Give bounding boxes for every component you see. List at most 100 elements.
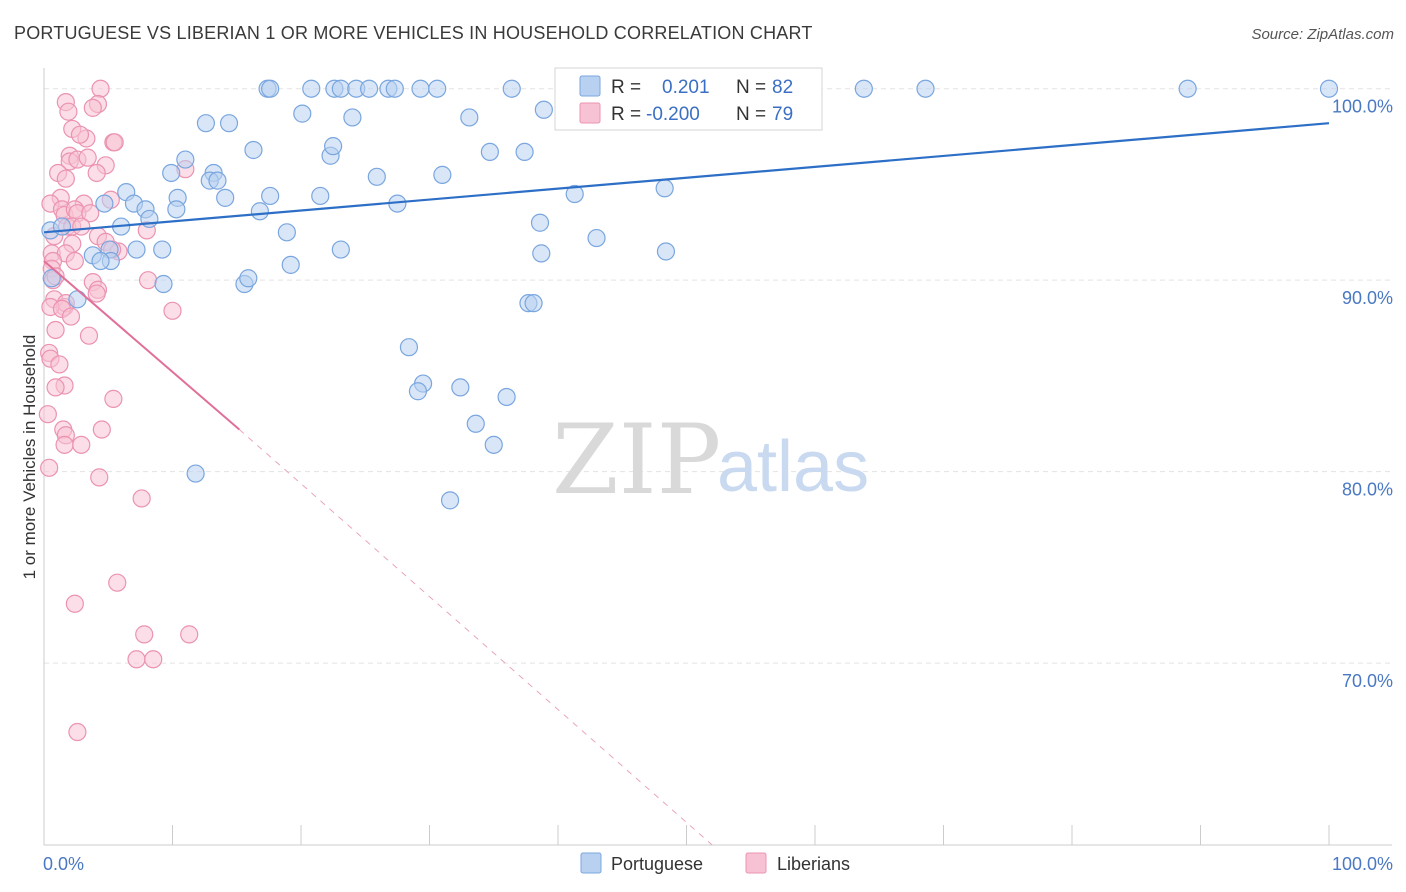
- portuguese-point-26: [324, 137, 343, 156]
- liberians-point-46: [138, 271, 158, 290]
- x-tick-label-right: 100.0%: [1332, 854, 1393, 874]
- portuguese-point-61: [656, 242, 676, 261]
- liberians-point-0: [91, 79, 110, 98]
- portuguese-point-77: [497, 387, 516, 407]
- watermark: ZIP atlas: [552, 404, 869, 516]
- liberians-point-56: [46, 320, 65, 340]
- watermark-zip: ZIP: [552, 404, 721, 516]
- y-tick-label-1: 90.0%: [1342, 288, 1393, 308]
- portuguese-point-48: [250, 202, 269, 221]
- portuguese-point-4: [331, 79, 350, 98]
- y-tick-label-3: 70.0%: [1342, 671, 1393, 691]
- liberians-point-76: [180, 625, 199, 644]
- liberians-point-73: [108, 573, 127, 592]
- portuguese-point-22: [219, 114, 239, 133]
- portuguese-point-6: [360, 79, 379, 98]
- liberians-point-4: [83, 98, 102, 117]
- liberians-point-71: [90, 468, 109, 487]
- portuguese-point-2: [302, 79, 321, 98]
- liberians-point-48: [87, 284, 106, 303]
- portuguese-point-16: [1178, 79, 1197, 98]
- portuguese-point-14: [854, 79, 873, 98]
- legend-r-label-portuguese: R =: [611, 77, 641, 98]
- liberians-point-41: [65, 251, 84, 271]
- portuguese-point-66: [42, 269, 61, 288]
- portuguese-point-1: [261, 79, 280, 98]
- liberians-point-72: [132, 489, 151, 508]
- liberians-point-78: [144, 650, 163, 669]
- legend-swatch-portuguese: [579, 75, 601, 97]
- portuguese-point-11: [502, 79, 521, 98]
- series-legend: Portuguese Liberians: [580, 852, 850, 874]
- portuguese-point-55: [52, 217, 72, 236]
- portuguese-point-21: [196, 114, 216, 133]
- series-legend-swatch-liberians: [745, 852, 767, 874]
- liberians-point-54: [61, 307, 81, 326]
- chart-title: PORTUGUESE VS LIBERIAN 1 OR MORE VEHICLE…: [14, 23, 813, 43]
- portuguese-point-57: [127, 240, 146, 259]
- portuguese-point-28: [480, 142, 499, 162]
- liberians-point-15: [87, 163, 106, 183]
- portuguese-point-47: [167, 200, 186, 219]
- portuguese-point-78: [466, 414, 485, 433]
- liberians-point-13: [78, 148, 97, 167]
- portuguese-point-20: [534, 100, 553, 119]
- legend-r-label-liberians: R =: [611, 104, 641, 125]
- portuguese-trend-line: [43, 122, 1330, 234]
- portuguese-point-72: [524, 294, 543, 313]
- portuguese-point-51: [277, 223, 296, 242]
- portuguese-point-10: [428, 79, 447, 98]
- portuguese-point-38: [216, 188, 235, 207]
- portuguese-point-79: [484, 435, 503, 454]
- liberians-trend-extension: [238, 429, 713, 846]
- liberians-point-30: [72, 217, 91, 236]
- liberians-point-75: [135, 625, 154, 644]
- legend-r-value-portuguese: 0.201: [662, 77, 710, 98]
- portuguese-point-81: [440, 491, 460, 510]
- portuguese-point-27: [515, 142, 534, 162]
- liberians-point-7: [70, 125, 90, 144]
- portuguese-point-39: [261, 186, 280, 206]
- portuguese-point-75: [408, 382, 428, 401]
- portuguese-point-8: [385, 79, 404, 98]
- portuguese-point-58: [153, 240, 172, 259]
- liberians-trend-line: [43, 260, 240, 431]
- liberians-point-74: [65, 594, 84, 613]
- liberians-point-64: [38, 405, 57, 424]
- portuguese-point-42: [565, 184, 584, 204]
- portuguese-point-23: [460, 108, 479, 127]
- portuguese-point-34: [367, 167, 386, 186]
- portuguese-point-52: [530, 213, 550, 232]
- y-axis-tick-labels: 100.0% 90.0% 80.0% 70.0%: [1332, 97, 1393, 691]
- legend-n-value-portuguese: 82: [772, 77, 793, 98]
- liberians-point-63: [104, 389, 123, 408]
- portuguese-points: [41, 79, 1339, 510]
- series-legend-label-liberians: Liberians: [777, 854, 850, 874]
- y-tick-label-2: 80.0%: [1342, 480, 1393, 500]
- liberians-point-79: [68, 722, 87, 742]
- liberians-point-68: [55, 435, 74, 454]
- series-legend-label-portuguese: Portuguese: [611, 854, 703, 874]
- correlation-legend: R = 0.201 N = 82 R = -0.200 N = 79: [554, 67, 823, 131]
- portuguese-point-60: [532, 244, 551, 263]
- portuguese-point-53: [587, 228, 606, 248]
- portuguese-point-25: [244, 140, 263, 160]
- x-tick-label-left: 0.0%: [43, 854, 84, 874]
- portuguese-point-70: [68, 290, 87, 309]
- liberians-point-17: [56, 169, 75, 188]
- y-tick-label-0: 100.0%: [1332, 97, 1393, 117]
- legend-n-value-liberians: 79: [772, 104, 793, 125]
- liberians-point-60: [50, 355, 69, 374]
- liberians-point-62: [46, 378, 65, 397]
- liberians-point-70: [40, 458, 59, 477]
- liberians-point-9: [105, 133, 124, 152]
- legend-swatch-liberians: [579, 102, 601, 124]
- portuguese-point-35: [433, 165, 452, 184]
- liberians-point-27: [81, 204, 100, 223]
- liberians-point-66: [92, 420, 111, 439]
- portuguese-point-44: [95, 194, 114, 213]
- legend-n-label-portuguese: N =: [736, 77, 766, 98]
- liberians-point-57: [79, 326, 99, 345]
- portuguese-point-80: [186, 464, 205, 483]
- portuguese-point-40: [311, 186, 330, 206]
